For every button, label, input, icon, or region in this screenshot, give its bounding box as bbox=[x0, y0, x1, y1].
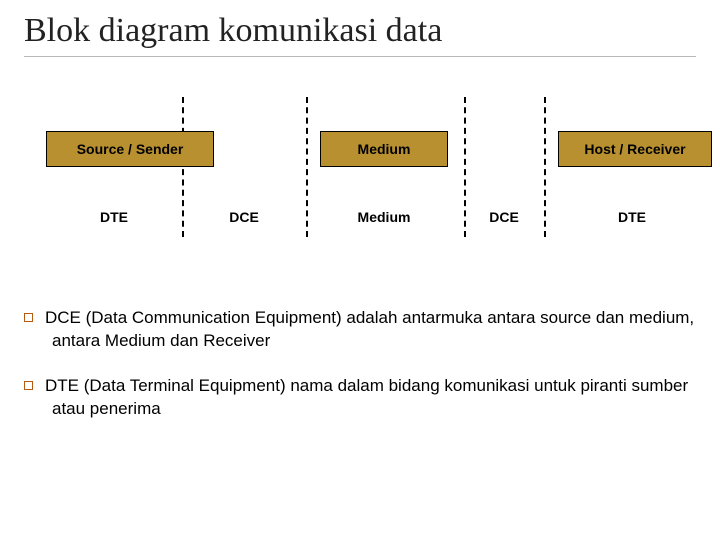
slide: Blok diagram komunikasi data Source / Se… bbox=[0, 0, 720, 540]
label-dce-left: DCE bbox=[229, 209, 259, 225]
divider-line bbox=[306, 97, 308, 237]
block-diagram: Source / SenderMediumHost / ReceiverDTED… bbox=[24, 97, 696, 287]
label-dte-right: DTE bbox=[618, 209, 646, 225]
label-dce-right: DCE bbox=[489, 209, 519, 225]
block-medium: Medium bbox=[320, 131, 448, 167]
paragraph-dce: DCE (Data Communication Equipment) adala… bbox=[24, 307, 696, 353]
page-title: Blok diagram komunikasi data bbox=[24, 12, 696, 57]
divider-line bbox=[182, 97, 184, 237]
paragraph-dte: DTE (Data Terminal Equipment) nama dalam… bbox=[24, 375, 696, 421]
divider-line bbox=[464, 97, 466, 237]
block-source: Source / Sender bbox=[46, 131, 214, 167]
bullet-icon bbox=[24, 313, 33, 322]
body-text: DCE (Data Communication Equipment) adala… bbox=[24, 307, 696, 421]
label-dte-left: DTE bbox=[100, 209, 128, 225]
bullet-icon bbox=[24, 381, 33, 390]
paragraph-dte-text: DTE (Data Terminal Equipment) nama dalam… bbox=[45, 376, 688, 418]
label-medium-label: Medium bbox=[358, 209, 411, 225]
paragraph-dce-text: DCE (Data Communication Equipment) adala… bbox=[45, 308, 694, 350]
divider-line bbox=[544, 97, 546, 237]
block-receiver: Host / Receiver bbox=[558, 131, 712, 167]
